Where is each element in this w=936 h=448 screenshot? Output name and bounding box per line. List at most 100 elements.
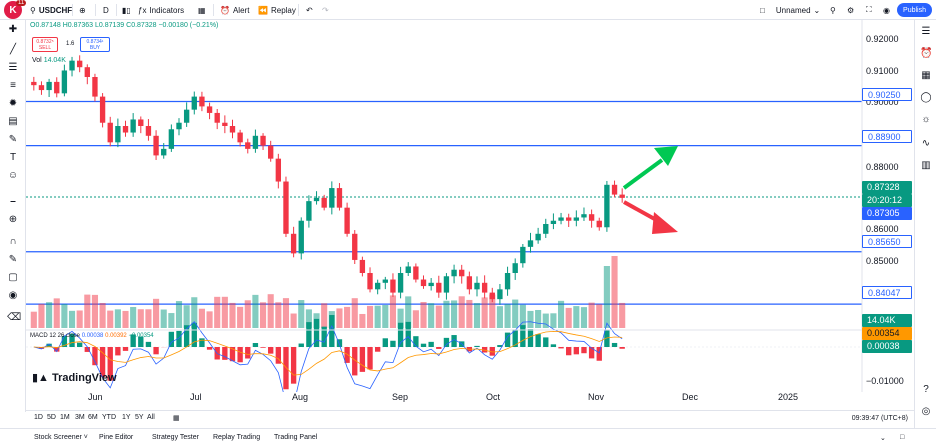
horizontal-lines-icon[interactable]: ☰	[8, 62, 18, 73]
timezone-clock[interactable]: 09:39:47 (UTC+8)	[851, 415, 908, 422]
buy-button[interactable]: 0.8734¹ BUY	[80, 37, 110, 52]
alert-button[interactable]: ⏰ Alert	[220, 5, 250, 15]
range-6m[interactable]: 6M	[88, 414, 98, 421]
range-ytd[interactable]: YTD	[102, 414, 116, 421]
fib-icon[interactable]: ≡	[10, 80, 16, 91]
candle-body	[321, 197, 327, 208]
volume-bar	[366, 305, 374, 328]
panel-tab-strategy-tester[interactable]: Strategy Tester	[152, 434, 199, 441]
indicators-button[interactable]: ƒx Indicators	[138, 5, 185, 15]
candles-icon: ▮▯	[122, 5, 131, 15]
ideas-icon[interactable]: ☼	[921, 114, 931, 125]
chat-icon[interactable]: ◯	[920, 92, 932, 103]
panel-tab-pine-editor[interactable]: Pine Editor	[99, 434, 134, 441]
collapse-panel-icon[interactable]: ⌄	[880, 435, 886, 442]
projection-icon[interactable]: ▤	[8, 116, 18, 127]
macd-histogram-bar	[313, 318, 320, 347]
publish-button[interactable]: Publish	[897, 3, 932, 17]
macd-histogram-bar	[92, 347, 98, 366]
candle-body	[61, 70, 68, 94]
panel-tab-stock-screener[interactable]: Stock Screener ˅	[34, 434, 88, 441]
maximize-panel-icon[interactable]: □	[900, 434, 905, 441]
range-5y[interactable]: 5Y	[135, 414, 144, 421]
macd-histogram-bar	[489, 347, 495, 356]
quick-search-button[interactable]: ⚲	[830, 3, 836, 17]
macd-histogram-bar	[283, 347, 289, 390]
snapshot-button[interactable]: ◉	[883, 3, 890, 17]
layers-icon[interactable]: ▥	[921, 160, 931, 171]
notifications-icon[interactable]: ◎	[921, 406, 931, 417]
panel-tab-trading-panel[interactable]: Trading Panel	[274, 434, 318, 441]
help-icon[interactable]: ?	[923, 384, 929, 395]
candle-body	[145, 126, 152, 136]
macd-line	[33, 321, 623, 392]
sell-button[interactable]: 0.8732⁵ SELL	[32, 37, 58, 52]
arrow-up-head	[654, 146, 678, 166]
chart-type-button[interactable]: ▮▯	[122, 3, 131, 17]
fullscreen-button[interactable]: ⛶	[866, 3, 872, 17]
zoom-in-icon[interactable]: ⊕	[8, 214, 18, 225]
templates-button[interactable]: ▦	[198, 3, 206, 17]
pattern-icon[interactable]: ✹	[8, 98, 18, 109]
macd-histogram-bar	[306, 322, 312, 347]
candle-body	[489, 292, 495, 300]
trash-icon[interactable]: ⌫	[7, 312, 22, 323]
goto-date-icon[interactable]: ▦	[173, 415, 180, 422]
watchlist-icon[interactable]: ☰	[921, 26, 931, 37]
replay-button[interactable]: ⏪ Replay	[258, 5, 296, 15]
indicators-icon: ƒx	[138, 5, 147, 15]
volume-bar	[122, 310, 129, 328]
magnet-icon[interactable]: ∩	[9, 236, 17, 247]
lock-drawing-icon[interactable]: ✎	[8, 254, 18, 265]
eye-icon[interactable]: ◉	[8, 290, 18, 301]
macd-histogram-bar	[566, 347, 572, 356]
candle-body	[573, 217, 580, 221]
macd-histogram-bar	[183, 325, 190, 347]
volume-bar	[305, 309, 312, 328]
candle-body	[481, 282, 488, 293]
macd-histogram-bar	[222, 347, 228, 360]
range-all[interactable]: All	[147, 414, 155, 421]
compare-symbol-button[interactable]: ⊕	[79, 3, 86, 17]
brush-icon[interactable]: ✎	[8, 134, 18, 145]
redo-button[interactable]: ↷	[322, 3, 329, 17]
range-3m[interactable]: 3M	[75, 414, 85, 421]
volume-bar	[321, 303, 328, 328]
macd-histogram-bar	[245, 347, 251, 359]
pulse-icon[interactable]: ∿	[921, 138, 931, 149]
crosshair-icon[interactable]: ✚	[8, 24, 18, 35]
macd-tag: 0.00038	[862, 340, 912, 353]
macd-histogram-bar	[145, 341, 152, 347]
undo-button[interactable]: ↶	[306, 3, 313, 17]
alerts-clock-icon[interactable]: ⏰	[920, 48, 933, 59]
volume-bar	[237, 306, 244, 328]
settings-button[interactable]: ⚙	[847, 3, 854, 17]
candle-body	[367, 273, 373, 290]
macd-histogram-bar	[497, 345, 503, 347]
volume-bar	[206, 311, 213, 328]
macd-histogram-bar	[382, 338, 388, 347]
interval-button[interactable]: D	[103, 5, 109, 15]
lock-icon[interactable]: ▢	[8, 272, 18, 283]
range-1d[interactable]: 1D	[34, 414, 43, 421]
macd-histogram-bar	[298, 343, 304, 347]
volume-bar	[619, 302, 626, 328]
range-1m[interactable]: 1M	[60, 414, 70, 421]
candle-body	[313, 197, 320, 202]
candle-body	[31, 81, 37, 86]
trend-line-icon[interactable]: ╱	[9, 44, 17, 55]
text-icon[interactable]: T	[9, 152, 17, 163]
price-chart[interactable]	[26, 20, 914, 392]
macd-histogram-bar	[390, 340, 396, 347]
macd-histogram-bar	[107, 347, 113, 381]
emoji-icon[interactable]: ☺	[7, 170, 19, 181]
candle-body	[443, 276, 450, 293]
layout-menu-button[interactable]: □ Unnamed ⌄	[760, 5, 821, 15]
panel-tab-replay-trading[interactable]: Replay Trading	[213, 434, 261, 441]
range-5d[interactable]: 5D	[47, 414, 56, 421]
calendar-icon[interactable]: ▦	[921, 70, 931, 81]
ruler-icon[interactable]: ⎯	[10, 196, 16, 207]
tradingview-logo[interactable]: ▮▲ TradingView	[32, 371, 117, 385]
symbol-search-button[interactable]: ⚲ USDCHF	[30, 3, 72, 17]
range-1y[interactable]: 1Y	[122, 414, 131, 421]
